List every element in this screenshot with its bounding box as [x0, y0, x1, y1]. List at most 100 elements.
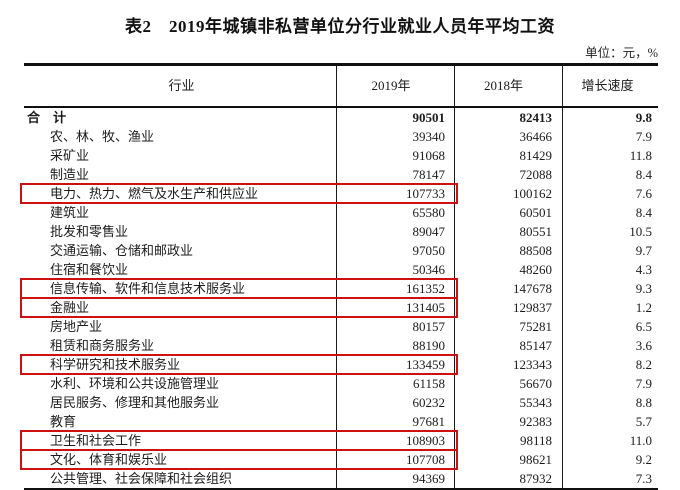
growth-cell: 9.7: [635, 243, 652, 258]
table-title: 表2 2019年城镇非私营单位分行业就业人员年平均工资: [125, 17, 555, 36]
value-2018-cell: 56670: [455, 374, 563, 393]
growth-cell: 3.6: [635, 338, 652, 353]
growth-cell: 8.4: [635, 205, 652, 220]
industry-cell: 建筑业: [24, 203, 337, 222]
table-row: 居民服务、修理和其他服务业 60232 55343 8.8: [24, 393, 658, 412]
growth-cell: 9.3: [635, 281, 652, 296]
table-row: 文化、体育和娱乐业 107708 98621 9.2: [20, 449, 658, 470]
growth-cell: 7.9: [635, 129, 652, 144]
growth-cell: 10.5: [629, 224, 652, 239]
value-2019-cell: 50346: [337, 260, 455, 279]
value-2019-cell: 133459: [337, 355, 455, 374]
value-2019-cell: 60232: [337, 393, 455, 412]
value-2019-cell: 97050: [337, 241, 455, 260]
industry-cell: 合 计: [24, 108, 337, 127]
value-2019-cell: 131405: [337, 298, 455, 317]
value-2019-cell: 107733: [337, 184, 455, 203]
table-header-row: 行业 2019年 2018年 增长速度: [24, 66, 658, 108]
growth-cell: 4.3: [635, 262, 652, 277]
growth-cell: 7.9: [635, 376, 652, 391]
value-2018-cell: 36466: [455, 127, 563, 146]
value-2018-cell: 98118: [455, 431, 563, 450]
value-2018-cell: 48260: [455, 260, 563, 279]
table-row: 金融业 131405 129837 1.2: [20, 297, 658, 318]
value-2019-cell: 90501: [337, 108, 455, 127]
value-2019-cell: 39340: [337, 127, 455, 146]
value-2019-cell: 78147: [337, 165, 455, 184]
table-row: 制造业 78147 72088 8.4: [24, 165, 658, 184]
value-2019-cell: 97681: [337, 412, 455, 431]
value-2018-cell: 87932: [455, 469, 563, 488]
table-row: 教育 97681 92383 5.7: [24, 412, 658, 431]
value-2019-cell: 161352: [337, 279, 455, 298]
growth-cell: 6.5: [635, 319, 652, 334]
growth-cell: 11.0: [629, 433, 652, 448]
col-header-2018: 2018年: [455, 66, 563, 106]
table-row: 租赁和商务服务业 88190 85147 3.6: [24, 336, 658, 355]
industry-cell: 制造业: [24, 165, 337, 184]
table-row: 合 计 90501 82413 9.8: [24, 108, 658, 127]
industry-cell: 交通运输、仓储和邮政业: [24, 241, 337, 260]
growth-cell: 5.7: [635, 414, 652, 429]
industry-cell: 批发和零售业: [24, 222, 337, 241]
wage-table: 行业 2019年 2018年 增长速度 合 计 90501 82413 9.8 …: [20, 63, 658, 490]
table-row: 科学研究和技术服务业 133459 123343 8.2: [20, 354, 658, 375]
col-header-2019: 2019年: [337, 66, 455, 106]
table-row: 信息传输、软件和信息技术服务业 161352 147678 9.3: [20, 278, 658, 299]
value-2018-cell: 123343: [455, 355, 563, 374]
value-2018-cell: 100162: [455, 184, 563, 203]
industry-cell: 卫生和社会工作: [24, 431, 337, 450]
value-2019-cell: 94369: [337, 469, 455, 488]
industry-cell: 信息传输、软件和信息技术服务业: [24, 279, 337, 298]
value-2019-cell: 80157: [337, 317, 455, 336]
growth-cell: 11.8: [629, 148, 652, 163]
table-row: 建筑业 65580 60501 8.4: [24, 203, 658, 222]
value-2018-cell: 82413: [455, 108, 563, 127]
table-row: 农、林、牧、渔业 39340 36466 7.9: [24, 127, 658, 146]
industry-cell: 农、林、牧、渔业: [24, 127, 337, 146]
value-2018-cell: 75281: [455, 317, 563, 336]
value-2018-cell: 60501: [455, 203, 563, 222]
industry-cell: 文化、体育和娱乐业: [24, 450, 337, 469]
value-2018-cell: 55343: [455, 393, 563, 412]
growth-cell: 8.4: [635, 167, 652, 182]
table-row: 住宿和餐饮业 50346 48260 4.3: [24, 260, 658, 279]
industry-cell: 教育: [24, 412, 337, 431]
industry-cell: 科学研究和技术服务业: [24, 355, 337, 374]
col-header-growth: 增长速度: [581, 78, 634, 93]
growth-cell: 8.2: [635, 357, 652, 372]
industry-cell: 居民服务、修理和其他服务业: [24, 393, 337, 412]
unit-label: 单位：元，%: [585, 46, 658, 60]
industry-cell: 电力、热力、燃气及水生产和供应业: [24, 184, 337, 203]
industry-cell: 租赁和商务服务业: [24, 336, 337, 355]
growth-cell: 7.3: [635, 471, 652, 486]
value-2018-cell: 80551: [455, 222, 563, 241]
table-body: 合 计 90501 82413 9.8 农、林、牧、渔业 39340 36466…: [20, 108, 658, 488]
value-2018-cell: 85147: [455, 336, 563, 355]
industry-cell: 房地产业: [24, 317, 337, 336]
industry-cell: 公共管理、社会保障和社会组织: [24, 469, 337, 488]
table-row: 电力、热力、燃气及水生产和供应业 107733 100162 7.6: [20, 183, 658, 204]
growth-cell: 9.8: [635, 110, 652, 125]
value-2018-cell: 98621: [455, 450, 563, 469]
table-row: 批发和零售业 89047 80551 10.5: [24, 222, 658, 241]
value-2019-cell: 65580: [337, 203, 455, 222]
value-2018-cell: 72088: [455, 165, 563, 184]
growth-cell: 9.2: [635, 452, 652, 467]
table-row: 公共管理、社会保障和社会组织 94369 87932 7.3: [24, 469, 658, 488]
value-2018-cell: 129837: [455, 298, 563, 317]
table-row: 采矿业 91068 81429 11.8: [24, 146, 658, 165]
table-row: 水利、环境和公共设施管理业 61158 56670 7.9: [24, 374, 658, 393]
value-2018-cell: 81429: [455, 146, 563, 165]
table-row: 交通运输、仓储和邮政业 97050 88508 9.7: [24, 241, 658, 260]
industry-cell: 金融业: [24, 298, 337, 317]
industry-cell: 采矿业: [24, 146, 337, 165]
value-2019-cell: 91068: [337, 146, 455, 165]
industry-cell: 水利、环境和公共设施管理业: [24, 374, 337, 393]
growth-cell: 1.2: [635, 300, 652, 315]
industry-cell: 住宿和餐饮业: [24, 260, 337, 279]
value-2019-cell: 61158: [337, 374, 455, 393]
value-2019-cell: 107708: [337, 450, 455, 469]
value-2019-cell: 108903: [337, 431, 455, 450]
